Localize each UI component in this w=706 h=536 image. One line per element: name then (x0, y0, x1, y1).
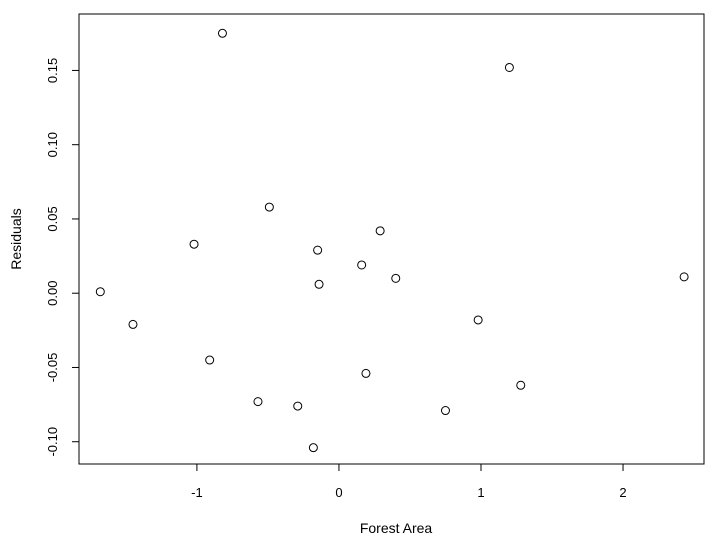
y-tick-label: 0.10 (45, 132, 60, 157)
data-point (217, 28, 227, 38)
data-point (253, 397, 263, 407)
data-point (189, 239, 199, 249)
y-tick-label: 0.15 (45, 58, 60, 83)
data-point (264, 202, 274, 212)
x-axis-title: Forest Area (360, 520, 433, 536)
data-point (95, 287, 105, 297)
data-point (313, 245, 323, 255)
data-point (361, 368, 371, 378)
x-tick-label: -1 (191, 485, 203, 500)
data-points (95, 28, 689, 453)
data-point (293, 401, 303, 411)
data-point (128, 319, 138, 329)
data-point (314, 279, 324, 289)
data-point (516, 380, 526, 390)
y-axis: -0.10 -0.05 0.00 0.05 0.10 0.15 (45, 58, 80, 457)
y-tick-label: 0.05 (45, 206, 60, 231)
x-tick-label: 0 (335, 485, 342, 500)
y-tick-label: -0.10 (45, 427, 60, 457)
y-axis-title: Residuals (8, 208, 24, 269)
data-point (679, 272, 689, 282)
y-tick-label: -0.05 (45, 353, 60, 383)
data-point (357, 260, 367, 270)
data-point (375, 226, 385, 236)
y-tick-label: 0.00 (45, 281, 60, 306)
data-point (504, 62, 514, 72)
data-point (391, 273, 401, 283)
data-point (205, 355, 215, 365)
data-point (473, 315, 483, 325)
x-tick-label: 2 (619, 485, 626, 500)
data-point (440, 406, 450, 416)
plot-frame (78, 13, 705, 465)
data-point (308, 443, 318, 453)
x-axis: -1 0 1 2 (191, 463, 627, 500)
x-tick-label: 1 (477, 485, 484, 500)
